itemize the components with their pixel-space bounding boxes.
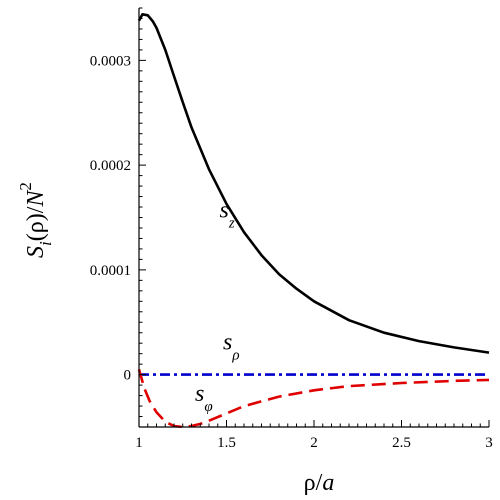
axes: 1 1.5 2 2.5 3 0 0.0001 0.0002 0.0003 [90, 7, 493, 451]
series-group [137, 13, 490, 429]
x-axis-label-italic: a [322, 470, 334, 496]
series-label-s_z: sz [220, 198, 235, 232]
x-axis-label: ρ/a [304, 470, 335, 496]
y-label-n: N [23, 189, 49, 208]
y-label-sub: i [36, 241, 55, 246]
series-label-main: s [195, 381, 204, 407]
y-axis-label: Si(ρ)/N2 [16, 182, 55, 258]
x-axis-label-main: ρ/ [304, 470, 323, 496]
series-label-sub: ρ [231, 347, 239, 363]
x-tick-label: 2.5 [392, 435, 411, 451]
y-tick-label: 0.0002 [90, 158, 131, 174]
y-tick-label: 0 [124, 368, 132, 384]
series-label-main: s [223, 329, 232, 355]
series-label-s_ρ: sρ [223, 329, 240, 363]
x-tick-label: 3 [485, 435, 493, 451]
y-label-sup: 2 [16, 182, 35, 191]
series-label-sub: φ [204, 399, 212, 415]
y-tick-label: 0.0001 [90, 263, 131, 279]
x-tick-label: 1 [135, 435, 143, 451]
x-tick-label: 1.5 [217, 435, 236, 451]
y-label-s: S [23, 246, 49, 258]
series-label-sub: z [228, 216, 235, 232]
y-label-mid: (ρ)/ [23, 206, 49, 241]
y-tick-label: 0.0003 [90, 53, 131, 69]
series-label-main: s [220, 198, 229, 224]
series-line-s_φ [137, 369, 490, 429]
series-label-s_φ: sφ [195, 381, 213, 415]
series-line-s_z [137, 13, 490, 354]
x-tick-label: 2 [310, 435, 318, 451]
